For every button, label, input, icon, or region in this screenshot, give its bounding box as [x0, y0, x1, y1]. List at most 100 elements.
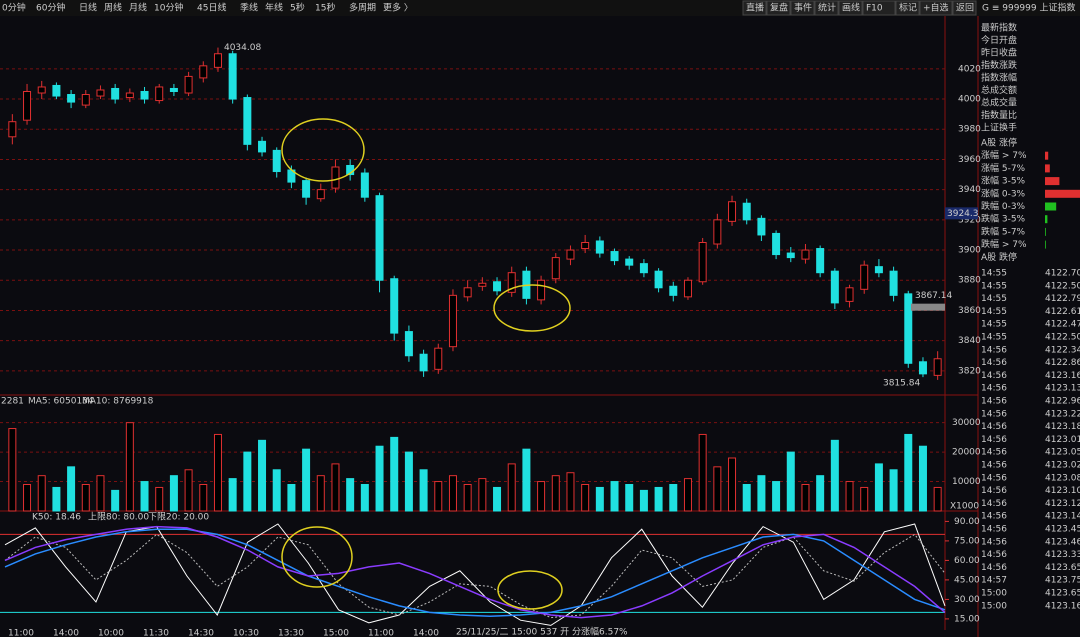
volume-bar [37, 475, 46, 512]
breadth-label: 跌幅 > 7% [981, 238, 1027, 250]
volume-bar [448, 475, 457, 512]
candle-body [316, 189, 325, 200]
tick-price: 4122.34 [1045, 345, 1080, 355]
toolbar-tab[interactable]: 周线 [104, 2, 122, 14]
y-tick-label: 3860 [958, 306, 981, 316]
tick-price: 4122.96 [1045, 397, 1080, 407]
volume-bar [258, 439, 267, 512]
candle-body [551, 257, 560, 280]
y-tick-label: 4020 [958, 64, 981, 74]
volume-bar [610, 481, 619, 512]
volume-bar [155, 486, 164, 512]
volume-bar [581, 484, 590, 512]
tick-price: 4123.16 [1045, 601, 1080, 611]
toolbar-button[interactable]: 复盘 [770, 2, 788, 14]
toolbar-button[interactable]: +自选 [923, 2, 949, 14]
volume-bar [522, 448, 531, 512]
field-label: 指数涨跌 [981, 59, 1017, 71]
candle-body [625, 258, 634, 266]
toolbar-button[interactable]: 画线 [842, 2, 860, 14]
tick-price: 4123.18 [1045, 422, 1080, 432]
toolbar-tab[interactable]: 更多 〉 [383, 2, 413, 14]
candle-body [933, 358, 942, 376]
candle-body [493, 281, 502, 292]
candle-body [698, 241, 707, 283]
toolbar-button[interactable]: 统计 [818, 2, 836, 14]
kdj-lower: 下限20: 20.00 [148, 512, 209, 523]
candle-body [786, 252, 795, 259]
tick-price: 4122.70 [1045, 269, 1080, 279]
candle-body [757, 217, 766, 236]
field-label: 最新指数 [981, 22, 1017, 34]
toolbar-button[interactable]: 直播 [746, 2, 764, 14]
candle-body [213, 53, 222, 68]
tick-price: 4123.13 [1045, 384, 1080, 394]
tick-price: 4123.01 [1045, 435, 1080, 445]
breadth-label: 涨幅 0-3% [981, 187, 1026, 199]
field-label: 指数量比 [981, 109, 1017, 121]
toolbar-tab[interactable]: 10分钟 [154, 2, 183, 14]
candle-body [860, 264, 869, 290]
tick-price: 4122.50 [1045, 333, 1080, 343]
toolbar-tab[interactable]: 月线 [129, 2, 147, 14]
y-tick-label: 3980 [958, 125, 981, 135]
candle-body [463, 287, 472, 298]
toolbar-button[interactable]: F10 [866, 4, 883, 14]
tick-time: 14:56 [981, 358, 1007, 368]
y-tick-label: 3900 [958, 246, 981, 256]
candle-body [199, 65, 208, 79]
toolbar-tab[interactable]: 5秒 [290, 2, 305, 14]
kdj-line [4, 533, 946, 619]
candle-body [918, 361, 927, 375]
toolbar-tab[interactable]: 日线 [79, 2, 97, 14]
x-tick-label: 14:30 [188, 629, 214, 637]
tick-time: 15:00 [981, 589, 1007, 599]
volume-bar [23, 484, 32, 512]
y-tick-label: 3820 [958, 366, 981, 376]
tick-time: 14:56 [981, 499, 1007, 509]
toolbar-tab[interactable]: 季线 [240, 2, 258, 14]
toolbar-tab[interactable]: 多周期 [349, 2, 376, 14]
y-tick-label: 60.00 [954, 556, 980, 566]
toolbar-button[interactable]: 返回 [956, 2, 974, 14]
tick-time: 14:56 [981, 563, 1007, 573]
candle-body [331, 166, 340, 189]
tick-price: 4123.46 [1045, 537, 1080, 547]
volume-bar [419, 469, 428, 512]
y-tick-label: 3840 [958, 336, 981, 346]
candle-body [669, 285, 678, 296]
candle-body [155, 86, 164, 102]
field-label: 昨日收盘 [981, 47, 1017, 59]
candle-body [683, 279, 692, 298]
y-tick-label: 30000 [952, 418, 981, 428]
volume-bar [346, 478, 355, 512]
tick-time: 14:55 [981, 269, 1007, 279]
tick-price: 4123.22 [1045, 409, 1080, 419]
volume-bar [918, 445, 927, 512]
toolbar-button-bg [742, 0, 767, 16]
volume-unit: X1000 [950, 502, 979, 512]
candle-body [125, 92, 134, 99]
price-tag: 3924.3 [947, 209, 979, 219]
field-label: 上证换手 [981, 122, 1017, 134]
volume-bar [595, 486, 604, 512]
toolbar-tab[interactable]: 0分钟 [2, 2, 26, 14]
tick-price: 4123.65 [1045, 589, 1080, 599]
candle-body [404, 331, 413, 357]
price-tag-bg [945, 207, 978, 220]
tick-price: 4123.05 [1045, 448, 1080, 458]
toolbar-button[interactable]: 标记 [899, 2, 917, 14]
toolbar-tab[interactable]: 年线 [265, 2, 283, 14]
volume-bar [698, 433, 707, 512]
toolbar-tab[interactable]: 15秒 [315, 2, 335, 14]
candle-body [23, 90, 32, 121]
x-tick-label: 13:30 [278, 629, 304, 637]
breadth-bar [1045, 202, 1057, 211]
breadth-label: 跌幅 0-3% [981, 200, 1026, 212]
toolbar-button[interactable]: 事件 [794, 2, 812, 14]
toolbar-tab[interactable]: 45日线 [197, 2, 226, 14]
toolbar-tab[interactable]: 60分钟 [36, 2, 65, 14]
candle-body [713, 219, 722, 245]
tick-time: 14:56 [981, 448, 1007, 458]
breadth-bar [1045, 240, 1046, 249]
